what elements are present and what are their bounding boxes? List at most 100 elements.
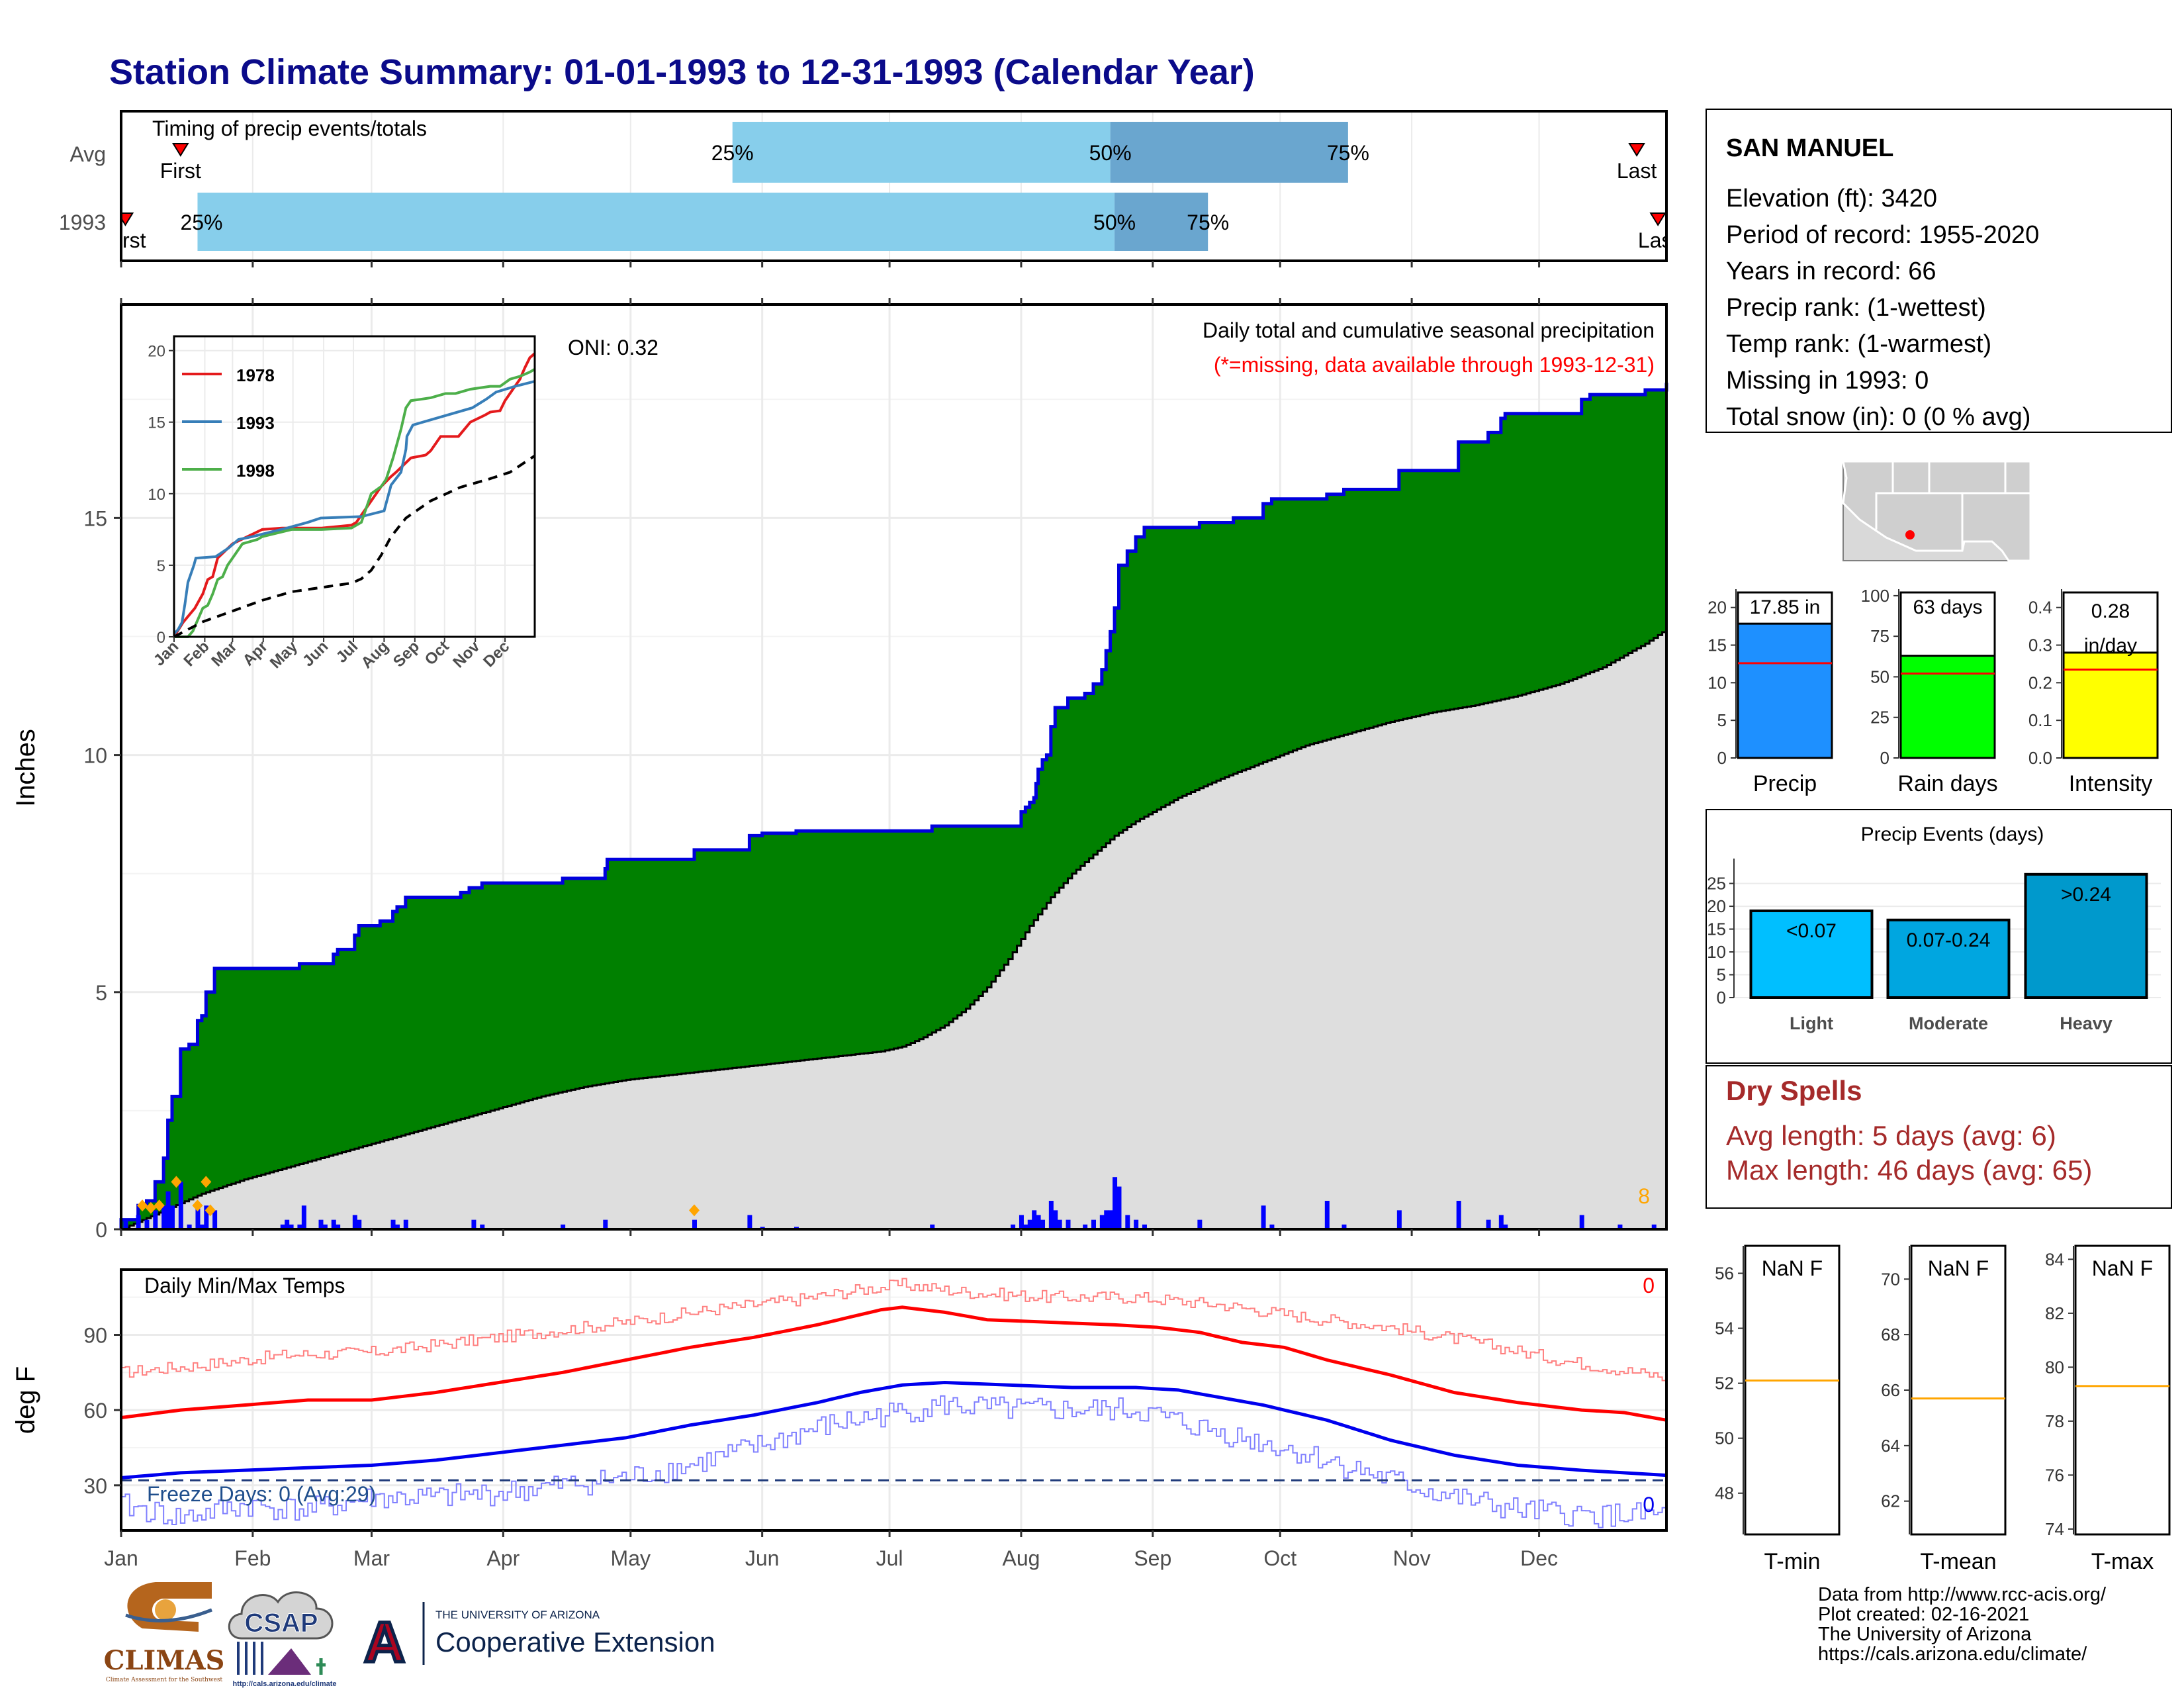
month-label: Jun: [745, 1546, 780, 1570]
temp-panel-border: [120, 1268, 1668, 1532]
daily-precip-bar: [1134, 1219, 1139, 1229]
temp-rank-y-tick-label: 80: [2045, 1357, 2064, 1377]
csap-logo: CSAP http://cals.arizona.edu/climate: [228, 1591, 337, 1688]
temp-rank-y-tick-label: 54: [1715, 1319, 1734, 1338]
temp-rank-y-tick-label: 78: [2045, 1411, 2064, 1431]
daily-precip-bar: [352, 1215, 357, 1229]
month-label: May: [611, 1546, 651, 1570]
daily-precip-bar: [204, 1205, 209, 1229]
timing-last-marker: [1628, 143, 1645, 157]
inset-y-tick-label: 5: [157, 557, 165, 575]
credit-url: https://cals.arizona.edu/climate/: [1818, 1644, 2087, 1665]
station-bar-value-unit: in/day: [2084, 635, 2137, 657]
daily-precip-bar: [1099, 1215, 1105, 1229]
daily-precip-bar: [136, 1215, 141, 1229]
timing-label-50: 50%: [1089, 141, 1132, 165]
station-line-period: Period of record: 1955-2020: [1726, 221, 2039, 249]
station-line-missing: Missing in 1993: 0: [1726, 367, 1929, 395]
missing-day-marker: [192, 1199, 203, 1212]
csap-logo-text: CSAP: [244, 1609, 318, 1638]
month-label: Jan: [104, 1546, 138, 1570]
csap-logo-mountain: [268, 1648, 311, 1675]
temp-rank-y-tick-label: 66: [1881, 1380, 1900, 1400]
daily-precip-bar: [930, 1224, 935, 1229]
station-bar-value-label: 17.85 in: [1750, 596, 1821, 618]
timing-label-75: 75%: [1327, 141, 1369, 165]
inset-y-tick-label: 15: [148, 414, 165, 432]
month-label: Jul: [876, 1546, 903, 1570]
month-label: Dec: [1520, 1546, 1558, 1570]
dry-spells-title: Dry Spells: [1726, 1075, 1862, 1106]
main-y-tick-label: 5: [95, 981, 107, 1005]
timing-label-25: 25%: [180, 211, 222, 234]
temperature-panel: 30 60 90 Daily Min/Max Temps 0 Freeze Days…: [11, 1268, 1668, 1532]
daily-precip-bar: [1053, 1210, 1058, 1229]
station-box-border: [1706, 109, 2172, 433]
figure-title: Station Climate Summary: 01-01-1993 to 1…: [109, 52, 1255, 92]
inset-legend: 1978 1993 1998: [182, 365, 275, 481]
temp-rank-y-tick-label: 48: [1715, 1483, 1734, 1503]
climas-logo-wave: [125, 1608, 212, 1622]
tmax-missing-count: 0: [1643, 1274, 1655, 1297]
missing-day-marker: [137, 1199, 148, 1212]
missing-note: (*=missing, data available through 1993-…: [1214, 353, 1655, 377]
station-bar-y-tick-label: 0.3: [2028, 635, 2052, 655]
inset-series-line: [173, 380, 535, 635]
credit-data-source: Data from http://www.rcc-acis.org/: [1818, 1584, 2107, 1605]
month-label: Feb: [234, 1546, 271, 1570]
dry-spells-avg: Avg length: 5 days (avg: 6): [1726, 1120, 2056, 1151]
climas-logo-text: CLIMAS: [104, 1645, 225, 1676]
inset-lines: [173, 352, 536, 638]
events-bar: [2024, 872, 2148, 999]
missing-day-marker: [171, 1176, 182, 1188]
ua-cooperative-extension-logo: A THE UNIVERSITY OF ARIZONA Cooperative …: [362, 1602, 715, 1676]
main-y-axis: 0 5 10 15: [83, 506, 121, 1242]
temp-rank-y-tick-label: 68: [1881, 1325, 1900, 1344]
daily-precip-bar: [1023, 1224, 1028, 1229]
daily-precip-bar: [1108, 1210, 1113, 1229]
events-x-label: Moderate: [1909, 1013, 1988, 1033]
events-y-tick-label: 20: [1707, 896, 1726, 916]
temp-y-tick-label: 60: [83, 1399, 107, 1423]
dry-spells-border: [1706, 1065, 2172, 1209]
credit-plot-created: Plot created: 02-16-2021: [1818, 1604, 2029, 1625]
oni-label: ONI: 0.32: [568, 336, 659, 359]
daily-precip-bar: [1579, 1215, 1584, 1229]
dry-spells-box: Dry Spells Avg length: 5 days (avg: 6) M…: [1706, 1065, 2172, 1209]
location-map: [1842, 460, 2032, 562]
temp-rank-value-label: NaN F: [1762, 1256, 1823, 1280]
daily-precip-bar: [280, 1224, 285, 1229]
daily-precip-bar: [561, 1224, 566, 1229]
timing-last-marker: [1649, 212, 1666, 226]
map-state-borders: [1875, 461, 2030, 551]
inset-series-line: [173, 454, 536, 638]
month-label: Apr: [486, 1546, 520, 1570]
timing-bar-25-50: [732, 122, 1111, 183]
main-y-tick-label: 15: [83, 506, 107, 530]
events-bar-label: 0.07-0.24: [1907, 929, 1991, 951]
inset-y-tick-label: 10: [148, 486, 165, 504]
month-label: Nov: [1393, 1546, 1431, 1570]
temp-rank-x-label: T-max: [2091, 1549, 2154, 1574]
temp-rank-y-tick-label: 82: [2045, 1303, 2064, 1323]
station-bar-x-label: Rain days: [1897, 771, 1997, 796]
main-y-tick-label: 10: [83, 744, 107, 768]
missing-day-marker: [145, 1201, 156, 1214]
daily-precip-bar: [1011, 1224, 1016, 1229]
temp-rank-y-tick-label: 64: [1881, 1436, 1900, 1456]
daily-precip-bar: [603, 1219, 608, 1229]
daily-precip-bar: [1486, 1219, 1491, 1229]
station-bar-y-tick-label: 10: [1707, 673, 1727, 692]
timing-first-marker: [172, 143, 189, 157]
daily-precip-bar: [123, 1219, 128, 1229]
station-bar-value-label: 63 days: [1913, 596, 1982, 618]
timing-last-label: Last: [1617, 159, 1657, 183]
temperature-y-axis: 30 60 90: [83, 1324, 121, 1498]
timing-row-label-year: 1993: [59, 211, 106, 234]
missing-day-marker: [154, 1199, 165, 1212]
events-y-tick-label: 15: [1707, 919, 1726, 939]
daily-precip-bar: [165, 1191, 171, 1229]
temp-panel-title: Daily Min/Max Temps: [144, 1274, 345, 1297]
daily-precip-bar: [1503, 1224, 1508, 1229]
month-label: Oct: [1263, 1546, 1297, 1570]
